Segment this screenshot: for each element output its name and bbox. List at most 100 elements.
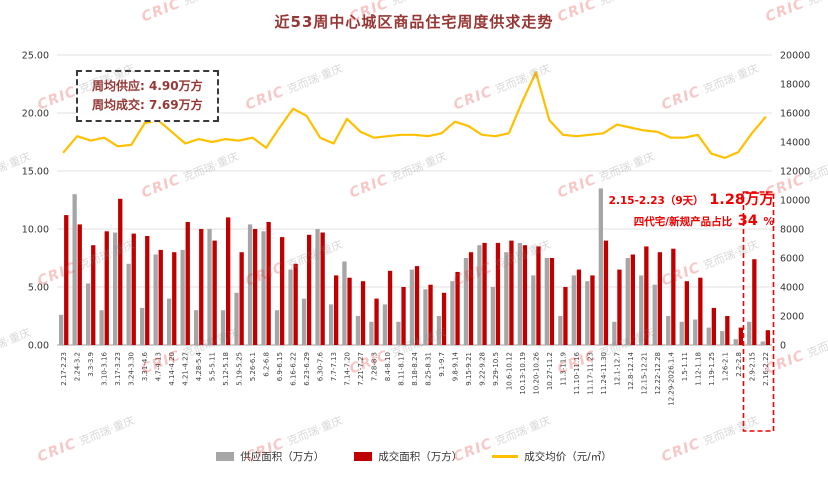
note-period-text: 2.15-2.23（9天）: [608, 195, 704, 207]
deal-bar: [334, 275, 339, 345]
supply-bar: [463, 258, 469, 345]
supply-bar: [436, 316, 442, 345]
right-axis-tick-label: 6000: [780, 254, 804, 265]
x-axis-label: 11.24-11.30: [600, 352, 608, 395]
deal-bar: [536, 246, 541, 345]
x-axis-label: 2.2-2.8: [735, 352, 743, 377]
x-axis-label: 11.17-11.23: [586, 352, 594, 395]
chart-legend: 供应面积（万方） 成交面积（万方） 成交均价（元/㎡）: [0, 449, 828, 464]
supply-bar: [355, 316, 361, 345]
x-axis-label: 12.8-12.14: [627, 351, 635, 390]
supply-bar: [220, 310, 226, 345]
x-axis-label: 1.19-1.25: [708, 352, 716, 386]
deal-bar: [104, 231, 109, 345]
supply-bar: [571, 275, 576, 345]
supply-bar: [167, 298, 172, 345]
deal-bar: [630, 254, 635, 345]
deal-area-swatch: [354, 452, 373, 461]
x-axis-label: 1.26-2.1: [721, 352, 729, 381]
x-axis-label: 11.3-11.9: [559, 352, 567, 386]
supply-bar: [679, 321, 684, 345]
deal-bar: [752, 259, 757, 345]
note-product-share-value: 34: [737, 212, 758, 229]
deal-bar: [118, 198, 123, 345]
note-percent-sign: %: [763, 215, 774, 228]
x-axis-label: 2.9-2.15: [748, 352, 756, 381]
left-axis-tick-label: 15.00: [22, 167, 49, 178]
x-axis-label: 5.19-5.25: [236, 352, 244, 386]
deal-bar: [441, 292, 447, 345]
deal-bar: [684, 281, 689, 345]
deal-bar: [711, 307, 716, 345]
deal-bar: [549, 258, 555, 345]
deal-bar: [576, 269, 582, 345]
supply-bar: [342, 261, 347, 345]
deal-bar: [603, 240, 609, 345]
deal-bar: [239, 252, 244, 345]
x-axis-label: 7.21-7.27: [357, 352, 365, 386]
supply-bar: [369, 321, 374, 345]
supply-bar: [274, 310, 280, 345]
deal-bar: [347, 277, 352, 345]
x-axis-label: 3.17-3.23: [114, 352, 122, 386]
deal-bar: [253, 229, 258, 345]
x-axis-label: 9.8-9.14: [452, 351, 460, 381]
x-axis-label: 3.31-4.6: [141, 351, 149, 381]
supply-bar: [126, 263, 131, 345]
supply-bar: [207, 229, 212, 345]
supply-bar: [140, 307, 145, 345]
x-axis-label: 8.18-8.24: [411, 351, 419, 385]
deal-bar: [644, 246, 649, 345]
supply-bar: [706, 327, 711, 345]
x-axis-label: 12.29-2026.1.4: [667, 351, 675, 405]
supply-bar: [72, 194, 77, 345]
x-axis-label: 4.28-5.4: [195, 351, 203, 381]
avg-supply-text: 周均供应: 4.90万方: [92, 79, 203, 93]
x-axis-label: 12.15-12.21: [640, 352, 648, 395]
x-axis-label: 7.7-7.13: [330, 352, 338, 381]
deal-bar: [172, 252, 177, 345]
x-axis-label: 3.24-3.30: [128, 352, 136, 386]
right-axis-tick-label: 0: [780, 341, 786, 352]
supply-bar: [504, 252, 509, 345]
x-axis-label: 3.3-3.9: [87, 352, 95, 377]
right-axis-tick-label: 4000: [780, 283, 804, 294]
deal-bar: [455, 271, 460, 345]
supply-bar: [234, 292, 239, 345]
legend-item-avg-price: 成交均价（元/㎡）: [492, 449, 612, 464]
right-axis-tick-label: 10000: [780, 196, 810, 207]
x-axis-label: 11.10-11.16: [573, 351, 581, 394]
x-axis-label: 2.16-2.22: [762, 352, 770, 386]
deal-bar: [266, 222, 271, 345]
deal-bar: [77, 224, 82, 345]
supply-bar: [639, 275, 644, 345]
supply-bar: [625, 258, 630, 345]
highlight-dashed-box: [742, 191, 775, 432]
x-axis-label: 7.14-7.20: [344, 352, 352, 386]
deal-bar: [212, 240, 217, 345]
deal-bar: [428, 284, 433, 345]
supply-bar: [517, 242, 522, 345]
deal-bar: [482, 242, 487, 345]
note-line1: 2.15-2.23（9天） 1.28万方: [609, 189, 774, 210]
x-axis-label: 4.21-4.27: [182, 352, 190, 386]
supply-bar: [261, 231, 266, 345]
highlight-note: 2.15-2.23（9天） 1.28万方 四代宅/新规产品占比 34 %: [609, 189, 774, 231]
supply-bar: [693, 319, 698, 345]
deal-bar: [563, 287, 568, 345]
supply-bar: [315, 229, 320, 345]
x-axis-label: 6.30-7.6: [317, 351, 325, 381]
deal-bar: [387, 270, 393, 345]
x-axis-label: 10.27-11.2: [546, 352, 554, 390]
supply-bar: [153, 254, 158, 345]
supply-bar: [612, 321, 617, 345]
supply-bar: [558, 316, 563, 345]
right-axis-tick-label: 12000: [780, 167, 810, 178]
x-axis-label: 10.20-10.26: [532, 351, 540, 394]
supply-bar: [450, 281, 455, 345]
left-axis-tick-label: 5.00: [28, 283, 49, 294]
supply-bar: [99, 310, 104, 345]
supply-bar: [301, 298, 307, 345]
supply-bar: [747, 321, 752, 345]
deal-bar: [738, 327, 743, 345]
